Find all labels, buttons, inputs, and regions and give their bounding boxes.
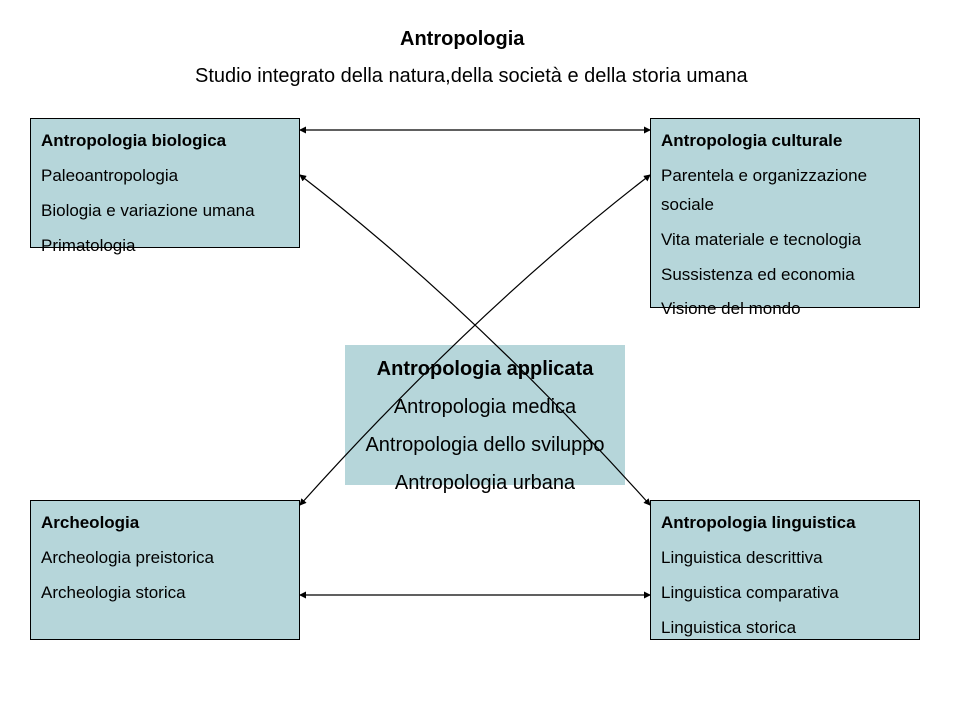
box-archeologia-title: Archeologia [41,509,289,538]
box-archeologia-line: Archeologia preistorica [41,544,289,573]
box-culturale-line: Parentela e organizzazione sociale [661,162,909,220]
box-linguistica: Antropologia linguistica Linguistica des… [650,500,920,640]
box-culturale: Antropologia culturale Parentela e organ… [650,118,920,308]
box-applicata-line: Antropologia urbana [355,467,615,499]
box-linguistica-line: Linguistica storica [661,614,909,643]
box-linguistica-line: Linguistica descrittiva [661,544,909,573]
box-biologica-line: Biologia e variazione umana [41,197,289,226]
box-archeologia: Archeologia Archeologia preistorica Arch… [30,500,300,640]
box-applicata-line: Antropologia dello sviluppo [355,429,615,461]
box-applicata: Antropologia applicata Antropologia medi… [345,345,625,485]
box-biologica-line: Paleoantropologia [41,162,289,191]
box-linguistica-title: Antropologia linguistica [661,509,909,538]
box-applicata-line: Antropologia medica [355,391,615,423]
box-biologica: Antropologia biologica Paleoantropologia… [30,118,300,248]
box-archeologia-line: Archeologia storica [41,579,289,608]
box-biologica-title: Antropologia biologica [41,127,289,156]
box-culturale-line: Sussistenza ed economia [661,261,909,290]
box-culturale-line: Visione del mondo [661,295,909,324]
box-applicata-title: Antropologia applicata [355,353,615,385]
box-linguistica-line: Linguistica comparativa [661,579,909,608]
main-title: Antropologia [400,28,524,51]
box-culturale-title: Antropologia culturale [661,127,909,156]
box-biologica-line: Primatologia [41,232,289,261]
main-subtitle: Studio integrato della natura,della soci… [195,65,748,88]
box-culturale-line: Vita materiale e tecnologia [661,226,909,255]
